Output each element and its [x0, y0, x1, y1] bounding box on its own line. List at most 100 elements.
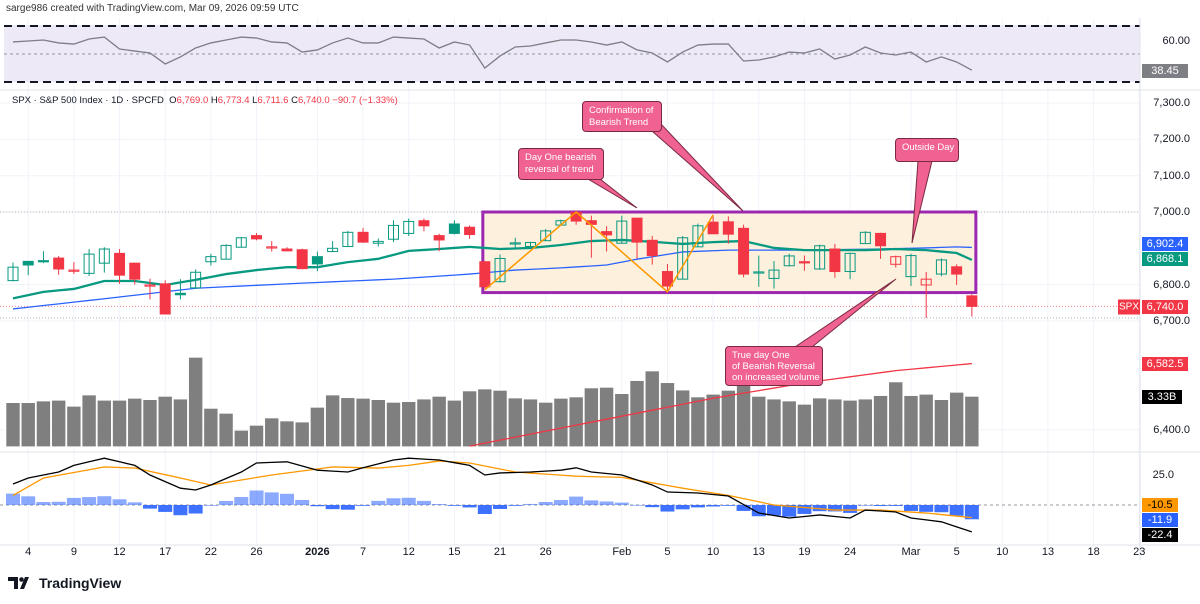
candle-body — [205, 256, 217, 263]
volume-bar — [812, 397, 827, 448]
macd-histogram-bar — [356, 505, 371, 506]
macd-histogram-bar — [142, 505, 157, 509]
time-axis-label: 13 — [1041, 546, 1055, 558]
macd-histogram-bar — [386, 498, 401, 505]
ma-slow-badge: 6,902.4 — [1142, 237, 1188, 251]
time-axis-label: 4 — [25, 546, 32, 558]
candle-body — [509, 242, 521, 245]
macd-histogram-bar — [112, 499, 127, 505]
volume-bar — [36, 400, 51, 447]
candle-body — [935, 259, 947, 275]
price-axis-label: 7,300.0 — [1153, 97, 1190, 110]
ma-fast-line — [12, 238, 973, 300]
candle-body — [403, 220, 415, 234]
volume-bar — [507, 397, 523, 448]
volume-bar — [675, 389, 690, 447]
volume-bar — [203, 408, 219, 448]
macd-histogram-bar — [279, 493, 294, 505]
macd-histogram-bar — [873, 505, 888, 506]
macd-histogram-bar — [188, 505, 203, 514]
sma-long-badge: 6,582.5 — [1142, 357, 1188, 371]
time-axis-label: 21 — [493, 546, 507, 558]
macd-histogram-bar — [736, 505, 751, 511]
time-axis-label: 2026 — [305, 546, 330, 558]
candle-body — [661, 271, 673, 287]
candle-body — [890, 256, 902, 265]
time-axis-label: 17 — [159, 546, 172, 558]
tradingview-logo[interactable]: TradingView — [8, 575, 121, 591]
volume-bar — [934, 399, 949, 448]
time-axis-label: 26 — [250, 546, 263, 558]
callout-confirmation[interactable]: Confirmation of Bearish Trend — [582, 101, 662, 132]
macd-histogram-bar — [447, 505, 462, 506]
volume-bar — [964, 396, 980, 447]
callout-outside-day[interactable]: Outside Day — [895, 138, 959, 162]
volume-bar — [614, 393, 630, 447]
volume-bar — [431, 396, 447, 447]
macd-histogram-bar — [203, 505, 218, 506]
macd-histogram-bar — [6, 493, 20, 505]
volume-bar — [705, 393, 721, 448]
macd-histogram-bar — [782, 505, 797, 517]
callout-day-one[interactable]: Day One bearish reversal of trend — [518, 148, 604, 180]
candle-body — [311, 256, 323, 265]
macd-histogram-bar — [538, 502, 553, 505]
candle-body — [388, 224, 399, 240]
close-value: 6,740.0 — [297, 95, 330, 106]
volume-bar — [797, 404, 812, 448]
macd-histogram-bar — [477, 505, 492, 514]
time-axis-label: 5 — [953, 546, 960, 558]
macd-histogram-bar — [630, 504, 645, 506]
volume-bar — [218, 413, 234, 448]
volume-bar — [568, 396, 584, 448]
rsi-badge: 38.45 — [1142, 64, 1188, 78]
candle-body — [235, 237, 247, 248]
symbol-legend[interactable]: SPX · S&P 500 Index · 1D · SPCFD O6,769.… — [12, 95, 398, 106]
signal-line — [12, 460, 972, 519]
volume-bar — [112, 400, 127, 447]
time-axis-label: Feb — [612, 546, 632, 558]
macd-histogram-bar — [51, 501, 66, 505]
macd-histogram-bar — [645, 505, 660, 508]
macd-histogram-bar — [66, 497, 81, 505]
volume-badge: 3.33B — [1142, 390, 1182, 404]
macd-histogram-bar — [508, 505, 523, 506]
macd-histogram-bar — [903, 505, 918, 511]
candle-body — [251, 235, 263, 240]
time-axis-label: 9 — [70, 546, 77, 558]
close-label: C — [291, 95, 298, 106]
candle-body — [129, 262, 141, 280]
volume-bar — [310, 407, 325, 447]
volume-bar — [142, 399, 158, 448]
volume-bar — [157, 396, 173, 447]
candle-body — [753, 271, 765, 274]
volume-bar — [827, 398, 843, 448]
volume-bar — [599, 387, 614, 447]
volume-bar — [949, 392, 964, 447]
candle-body — [53, 257, 65, 270]
time-axis-label: 13 — [752, 546, 765, 558]
change-value: −90.7 (−1.33%) — [332, 95, 398, 106]
candle-body — [920, 278, 932, 286]
macd-histogram-bar — [690, 505, 705, 508]
callout-true-day-one[interactable]: True day One of Bearish Reversal on incr… — [725, 346, 823, 386]
macd-histogram-bar — [325, 505, 340, 510]
macd-histogram-bar — [888, 505, 903, 506]
volume-bar — [918, 393, 934, 448]
symbol-badge: SPX — [1118, 299, 1140, 315]
time-axis-label: 24 — [843, 546, 857, 558]
macd-histogram-bar — [706, 505, 721, 507]
volume-bar — [51, 400, 66, 447]
zigzag-drawing[interactable] — [484, 211, 714, 294]
candle-body — [266, 246, 278, 249]
candle-body — [98, 248, 110, 264]
volume-bar — [294, 421, 310, 448]
time-axis-label: 12 — [402, 546, 415, 558]
macd-histogram-bar — [660, 505, 675, 512]
candle-body — [7, 266, 19, 282]
candle-body — [37, 260, 49, 263]
candle-body — [707, 221, 719, 235]
price-axis-label: 7,100.0 — [1153, 169, 1190, 182]
zigzag-line — [484, 211, 714, 294]
